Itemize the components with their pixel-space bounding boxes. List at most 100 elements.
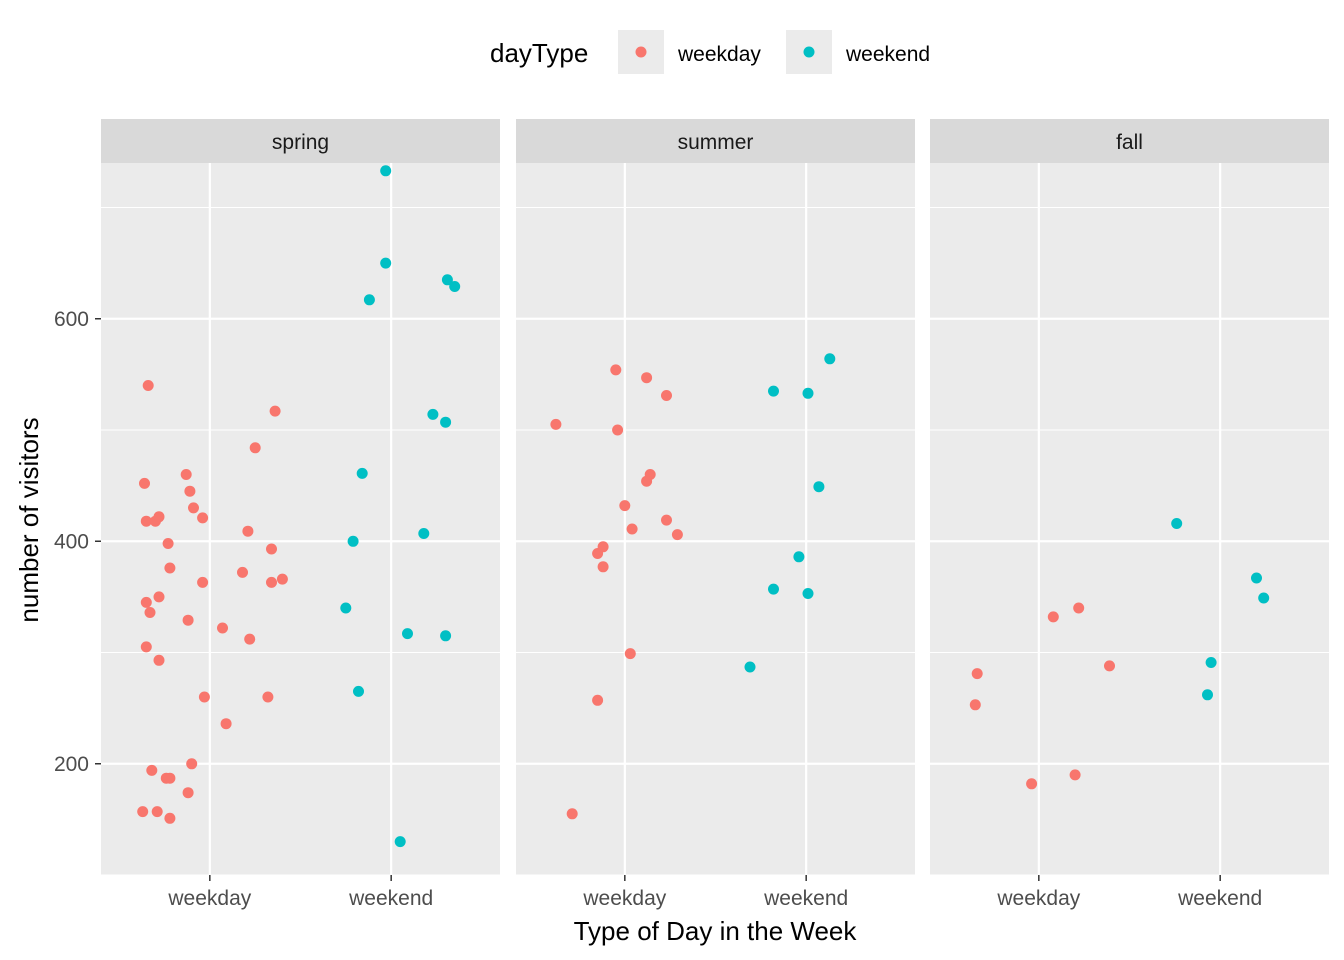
point-weekday [971, 668, 983, 680]
point-weekday [151, 806, 163, 818]
point-weekend [363, 294, 375, 306]
point-weekend [380, 257, 392, 269]
panel-fall: fall weekday weekend [930, 119, 1329, 910]
point-weekday [144, 607, 156, 618]
x-tick-label: weekday [582, 887, 666, 910]
point-weekday [140, 596, 152, 608]
point-weekend [1202, 689, 1213, 701]
x-tick-label: weekday [996, 887, 1080, 910]
point-weekday [262, 691, 274, 703]
point-weekend [768, 583, 779, 595]
point-weekday [164, 772, 176, 784]
point-weekend [1171, 518, 1183, 529]
point-weekday [1047, 611, 1059, 623]
point-weekday [137, 806, 149, 818]
point-weekday [610, 364, 622, 376]
point-weekday [146, 764, 158, 776]
panel-spring: spring weekday weekend [101, 119, 500, 910]
y-tick-label: 400 [54, 530, 89, 553]
point-weekend [768, 385, 779, 397]
point-weekend [394, 836, 406, 848]
point-weekend [1258, 592, 1270, 604]
strip-spring [101, 119, 500, 163]
point-weekday [188, 502, 199, 514]
point-weekday [197, 512, 209, 524]
point-weekday [198, 691, 210, 703]
plot-background [101, 163, 500, 875]
point-weekend [418, 528, 430, 539]
panels: spring weekday weekend summer weekday weekend… [101, 119, 1329, 910]
strip-label: fall [1116, 131, 1143, 154]
point-weekday [217, 622, 228, 634]
point-weekend [449, 281, 461, 292]
point-weekday [162, 538, 174, 549]
point-weekend [802, 588, 814, 599]
x-tick-label: weekend [1177, 887, 1262, 910]
point-weekday [641, 372, 653, 384]
point-weekday [671, 529, 683, 541]
point-weekend [824, 353, 836, 365]
x-axis-label: Type of Day in the Week [574, 916, 858, 946]
point-weekday [619, 500, 631, 512]
y-tick-label: 200 [54, 753, 89, 776]
point-weekend [347, 535, 359, 547]
point-weekday [661, 514, 672, 526]
point-weekend [440, 630, 452, 642]
point-weekday [624, 648, 636, 660]
point-weekday [644, 469, 656, 480]
point-weekday [1069, 769, 1081, 781]
point-weekend [441, 274, 453, 286]
point-weekday [266, 576, 277, 588]
legend-marker-weekday [635, 46, 647, 58]
x-tick-label: weekend [348, 887, 433, 910]
point-weekend [440, 416, 452, 428]
point-weekday [566, 808, 578, 820]
panel-summer: summer weekday weekend [516, 119, 915, 910]
point-weekday [661, 390, 672, 401]
strip-label: spring [272, 131, 329, 154]
legend-label-weekend: weekend [845, 43, 930, 66]
point-weekend [1205, 657, 1217, 668]
point-weekday [164, 812, 176, 824]
point-weekday [1026, 778, 1038, 790]
point-weekend [380, 165, 392, 177]
point-weekday [186, 758, 198, 770]
point-weekday [140, 515, 152, 527]
point-weekday [592, 694, 604, 706]
point-weekday [1104, 660, 1115, 672]
point-weekday [597, 561, 609, 573]
point-weekday [153, 654, 165, 666]
x-tick-label: weekend [763, 887, 848, 910]
point-weekday [153, 591, 165, 603]
point-weekend [1251, 572, 1262, 584]
plot-background [930, 163, 1329, 875]
point-weekday [142, 380, 154, 391]
point-weekday [140, 641, 152, 653]
strip-fall [930, 119, 1329, 163]
point-weekday [182, 614, 194, 626]
point-weekday [249, 442, 261, 454]
point-weekend [356, 467, 368, 479]
point-weekday [182, 787, 194, 799]
point-weekend [353, 685, 364, 697]
y-axis: 200 400 600 [54, 308, 101, 776]
y-tick-label: 600 [54, 308, 89, 331]
point-weekday [184, 485, 196, 497]
y-axis-label: number of visitors [14, 417, 44, 622]
legend-marker-weekend [803, 46, 815, 58]
x-tick-label: weekday [167, 887, 251, 910]
point-weekday [220, 718, 232, 730]
point-weekday [242, 525, 254, 537]
point-weekday [1073, 602, 1085, 614]
point-weekday [276, 573, 288, 585]
legend-title: dayType [490, 38, 588, 68]
point-weekday [197, 576, 209, 588]
point-weekday [969, 699, 981, 711]
point-weekend [427, 408, 439, 420]
point-weekend [813, 481, 825, 493]
legend: dayType weekday weekend [490, 30, 930, 74]
point-weekday [550, 418, 562, 430]
point-weekday [139, 477, 150, 489]
point-weekend [402, 628, 413, 640]
point-weekday [612, 424, 624, 436]
